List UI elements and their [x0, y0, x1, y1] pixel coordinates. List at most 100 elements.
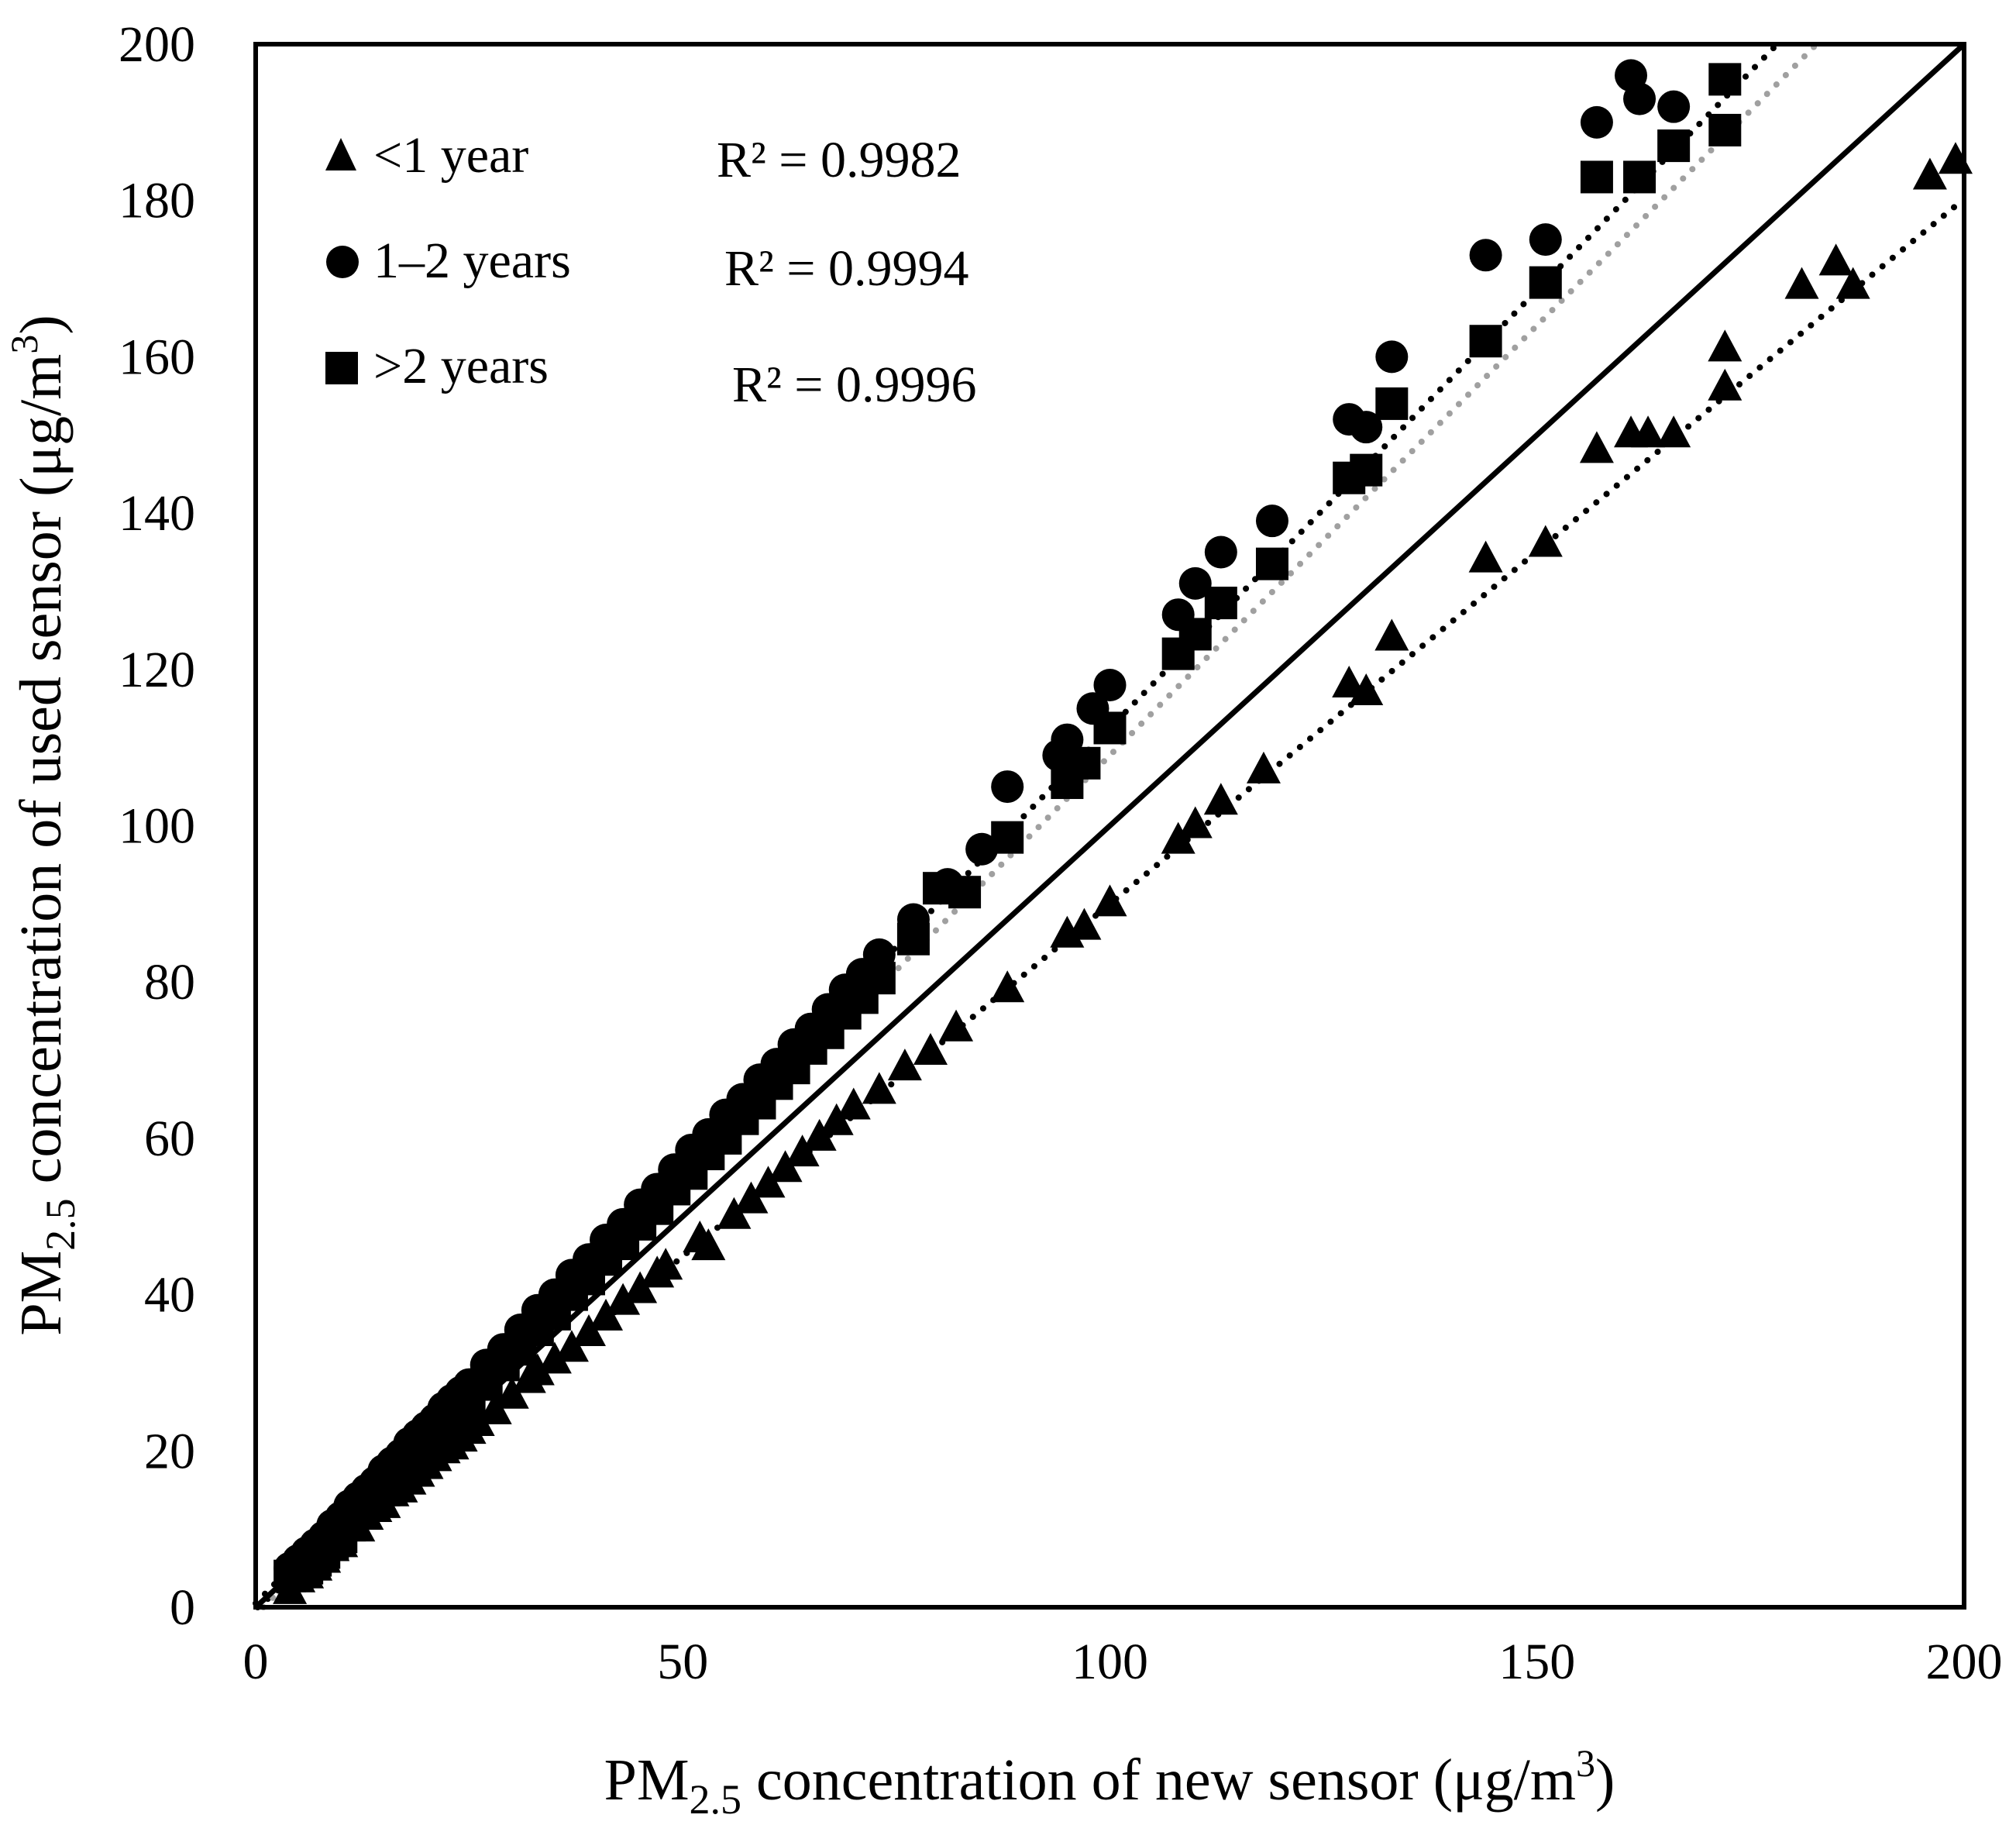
- data-point: [648, 1248, 683, 1280]
- y-tick-label: 180: [119, 173, 195, 229]
- legend-label-lt1-year: <1 year: [373, 127, 528, 184]
- data-point: [991, 770, 1024, 804]
- data-point: [1350, 453, 1383, 487]
- plot-area-border: [253, 42, 1966, 1610]
- data-point: [1204, 587, 1237, 620]
- y-axis-title-main: concentration of used sensor (μg/m: [9, 354, 74, 1199]
- data-point: [819, 1103, 854, 1135]
- data-point: [1375, 387, 1409, 420]
- legend-label-gt2-years: >2 years: [373, 338, 549, 394]
- y-axis-title-suffix: ): [9, 315, 74, 334]
- r2-label-lt1-year: R² = 0.9982: [717, 132, 962, 188]
- data-point: [990, 970, 1025, 1003]
- data-point: [1580, 160, 1613, 194]
- y-tick-label: 200: [119, 16, 195, 73]
- data-point: [1349, 673, 1384, 706]
- data-point: [1835, 267, 1870, 299]
- y-tick-label: 160: [119, 329, 195, 385]
- data-point: [1469, 325, 1502, 358]
- y-tick-label: 140: [119, 485, 195, 542]
- data-point: [520, 1353, 555, 1386]
- x-tick-label: 200: [1926, 1634, 2003, 1690]
- y-tick-label: 80: [144, 954, 195, 1011]
- data-point: [1374, 618, 1409, 651]
- data-point: [1818, 243, 1853, 276]
- legend-marker-circle-icon: [326, 246, 359, 278]
- data-point: [1469, 239, 1502, 272]
- y-tick-label: 20: [144, 1423, 195, 1479]
- y-tick-label: 40: [144, 1267, 195, 1324]
- data-point: [1708, 368, 1742, 401]
- data-point: [1708, 63, 1742, 96]
- data-point: [1161, 821, 1195, 854]
- y-tick-label: 120: [119, 642, 195, 698]
- data-point: [1784, 267, 1819, 299]
- r2-label-1-2-years: R² = 0.9994: [724, 240, 969, 297]
- data-point: [1708, 113, 1742, 146]
- data-point: [734, 1181, 769, 1214]
- data-point: [1623, 160, 1656, 194]
- data-point: [1178, 806, 1213, 838]
- data-point: [1067, 907, 1102, 940]
- identity-line: [253, 42, 1966, 1610]
- data-point: [1529, 223, 1562, 257]
- data-point: [887, 1049, 922, 1081]
- data-point: [751, 1166, 786, 1198]
- y-axis-title-prefix: PM: [9, 1251, 74, 1336]
- data-point: [1657, 129, 1691, 163]
- data-series: [273, 59, 1973, 1604]
- x-axis-title: PM2.5 concentration of new sensor (μg/m3…: [604, 1741, 1615, 1823]
- data-point: [460, 1404, 495, 1437]
- data-point: [554, 1330, 589, 1362]
- data-point: [802, 1118, 837, 1151]
- x-tick-label: 50: [657, 1634, 708, 1690]
- data-point: [939, 1009, 974, 1042]
- data-point: [1708, 329, 1742, 362]
- legend: <1 year 1–2 years >2 years: [325, 127, 571, 394]
- data-point: [1246, 751, 1281, 783]
- data-point: [1623, 82, 1656, 115]
- data-point: [836, 1087, 871, 1120]
- data-point: [1093, 668, 1127, 701]
- legend-marker-square-icon: [325, 352, 358, 384]
- data-point: [1255, 504, 1288, 538]
- data-point: [1912, 157, 1947, 190]
- y-tick-label: 100: [119, 798, 195, 855]
- x-tick-label: 0: [243, 1634, 269, 1690]
- legend-marker-triangle-icon: [325, 138, 356, 170]
- data-point: [1631, 415, 1666, 448]
- data-point: [948, 876, 982, 909]
- data-point: [965, 832, 999, 866]
- data-point: [1068, 746, 1101, 780]
- y-axis-title: PM2.5 concentration of used sensor (μg/m…: [2, 315, 84, 1335]
- trendline-gt2-years: [260, 41, 1820, 1610]
- y-tick-label: 60: [144, 1110, 195, 1167]
- series-gt2-years: [274, 63, 1742, 1593]
- y-axis-ticks: 0 20 40 60 80 100 120 140 160 180 200: [119, 16, 195, 1636]
- data-point: [477, 1392, 512, 1424]
- x-axis-title-suffix: ): [1595, 1748, 1615, 1813]
- data-point: [1204, 535, 1237, 569]
- data-point: [1350, 411, 1383, 444]
- data-point: [1093, 711, 1127, 745]
- data-point: [606, 1283, 641, 1315]
- data-point: [537, 1341, 572, 1374]
- data-point: [862, 962, 896, 995]
- data-point: [494, 1376, 529, 1409]
- data-point: [896, 922, 930, 956]
- x-axis-ticks: 0 50 100 150 200: [243, 1634, 2003, 1690]
- data-point: [717, 1197, 752, 1229]
- y-axis-title-subscript: 2.5: [37, 1198, 84, 1251]
- x-tick-label: 150: [1498, 1634, 1575, 1690]
- data-point: [1092, 884, 1127, 917]
- data-point: [1375, 340, 1409, 374]
- data-point: [1528, 525, 1563, 557]
- x-axis-title-superscript: 3: [1576, 1741, 1595, 1785]
- data-point: [1178, 566, 1212, 600]
- data-point: [1178, 618, 1212, 651]
- data-point: [1580, 105, 1613, 139]
- data-point: [768, 1150, 803, 1183]
- data-point: [862, 1072, 896, 1104]
- data-point: [1468, 540, 1503, 573]
